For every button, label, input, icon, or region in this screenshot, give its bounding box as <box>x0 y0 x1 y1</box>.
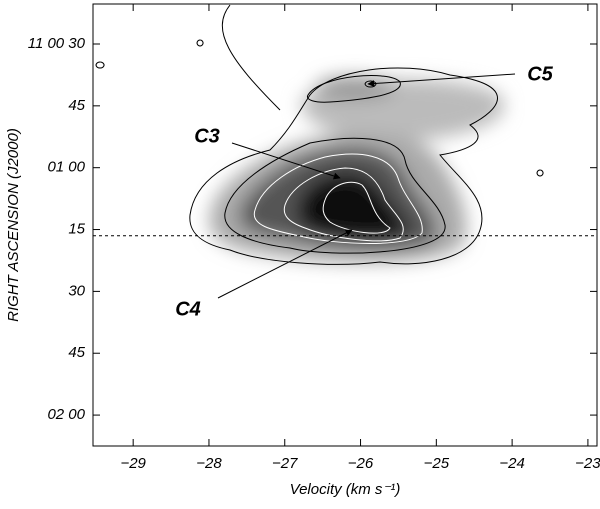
annotation: C3 <box>194 125 220 147</box>
y-tick-label: 45 <box>68 97 85 114</box>
x-tick-label: −27 <box>272 455 298 472</box>
x-tick-label: −29 <box>120 455 146 472</box>
y-tick-label: 15 <box>68 221 85 238</box>
x-tick-label: −25 <box>424 455 450 472</box>
emission-image <box>209 76 505 263</box>
plot-frame <box>92 3 598 447</box>
y-tick-label: 45 <box>68 344 85 361</box>
y-tick-label: 11 00 30 <box>28 35 86 52</box>
x-tick-label: −28 <box>196 455 222 472</box>
annotation-arrow <box>217 229 353 299</box>
y-tick-label: 30 <box>68 282 85 299</box>
x-tick-label: −23 <box>575 455 600 472</box>
annotation-arrow <box>367 73 516 88</box>
y-tick-label: 02 00 <box>47 406 85 423</box>
annotation: C5 <box>527 63 553 85</box>
annotation-arrow <box>231 142 341 180</box>
y-tick-label: 01 00 <box>47 159 85 176</box>
annotation: C4 <box>175 298 201 320</box>
y-axis-label: RIGHT ASCENSION (J2000) <box>5 128 22 322</box>
x-tick-label: −26 <box>348 455 374 472</box>
x-tick-label: −24 <box>499 455 524 472</box>
x-axis-label: Velocity (km s⁻¹) <box>290 481 401 498</box>
